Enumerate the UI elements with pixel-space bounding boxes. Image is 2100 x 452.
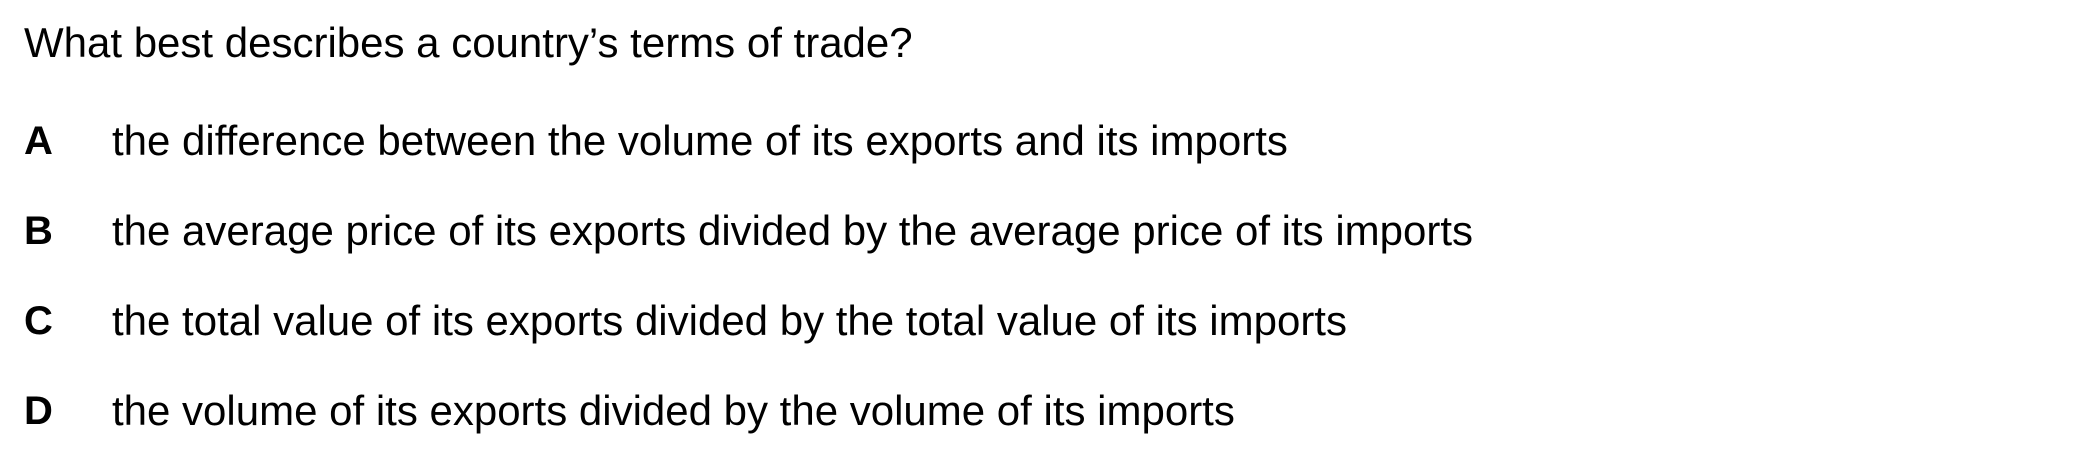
option-d[interactable]: D the volume of its exports divided by t… [0, 386, 2100, 436]
option-c[interactable]: C the total value of its exports divided… [0, 296, 2100, 346]
option-d-text: the volume of its exports divided by the… [112, 387, 1235, 434]
option-a-letter: A [24, 119, 53, 163]
option-c-text: the total value of its exports divided b… [112, 297, 1347, 344]
option-a-text: the difference between the volume of its… [112, 117, 1288, 164]
option-a[interactable]: A the difference between the volume of i… [0, 116, 2100, 166]
option-b-text: the average price of its exports divided… [112, 207, 1474, 254]
question-text: What best describes a country’s terms of… [24, 19, 913, 66]
option-b[interactable]: B the average price of its exports divid… [0, 206, 2100, 256]
option-b-letter: B [24, 209, 53, 253]
option-d-letter: D [24, 389, 53, 433]
option-c-letter: C [24, 299, 53, 343]
